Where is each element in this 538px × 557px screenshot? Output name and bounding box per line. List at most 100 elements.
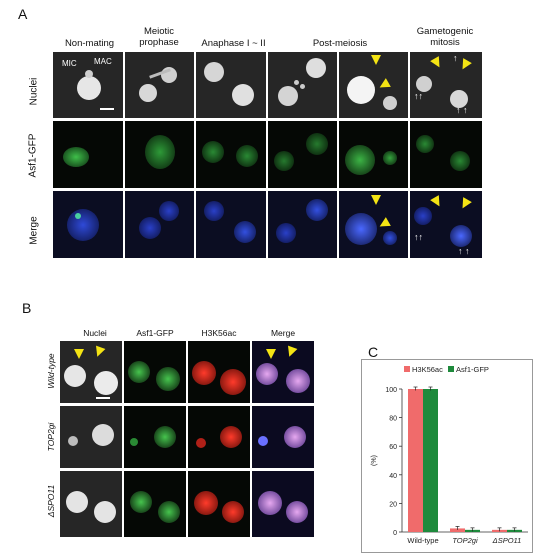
nucleus xyxy=(232,84,254,106)
y-tick-label: 20 xyxy=(389,501,397,508)
b-column-header-asf1-gfp: Asf1-GFP xyxy=(136,328,174,338)
gfp-signal xyxy=(274,151,294,171)
mac-label: MAC xyxy=(94,57,112,66)
merge-nucleus xyxy=(383,231,397,245)
gfp-signal xyxy=(416,135,434,153)
a-nuclei-non-mating: MIC MAC xyxy=(53,52,123,118)
white-arrow-icon: ↑ ↑ xyxy=(456,105,468,115)
scale-bar xyxy=(96,397,110,399)
nucleus xyxy=(306,58,326,78)
micronucleus xyxy=(294,80,299,85)
b-top2gi-merge xyxy=(252,406,314,468)
merge-nucleus xyxy=(345,213,377,245)
gfp-signal xyxy=(145,135,175,169)
nucleus xyxy=(450,90,468,108)
legend-swatch-asf1-gfp xyxy=(448,366,454,372)
a-gfp-gametogenic xyxy=(410,121,482,188)
nucleus xyxy=(347,76,375,104)
b-wt-h3k56ac xyxy=(188,341,250,403)
h3k56ac-signal xyxy=(220,369,246,395)
column-header-non-mating: Non-mating xyxy=(64,38,115,49)
merge-nucleus xyxy=(414,207,432,225)
y-tick-label: 80 xyxy=(389,416,397,423)
gfp-signal xyxy=(128,361,150,383)
a-merge-gametogenic: ↑↑ ↑ ↑ xyxy=(410,191,482,258)
legend-swatch-h3k56ac xyxy=(404,366,410,372)
merge-nucleus xyxy=(204,201,224,221)
gfp-signal xyxy=(345,145,375,175)
nucleus xyxy=(416,76,432,92)
white-arrow-icon: ↑↑ xyxy=(414,232,423,242)
a-nuclei-gametogenic: ↑ ↑↑ ↑ ↑ xyxy=(410,52,482,118)
x-tick-label: ΔSPO11 xyxy=(492,536,522,545)
a-gfp-non-mating xyxy=(53,121,123,188)
bar-h3k56ac xyxy=(408,389,423,532)
gfp-signal xyxy=(156,367,180,391)
nucleus xyxy=(383,96,397,110)
yellow-arrowhead-icon xyxy=(74,349,84,359)
b-dspo11-h3k56ac xyxy=(188,471,250,537)
micronucleus xyxy=(300,84,305,89)
a-merge-anaphase xyxy=(196,191,266,258)
y-axis-label: (%) xyxy=(371,455,378,466)
b-top2gi-gfp xyxy=(124,406,186,468)
gfp-signal xyxy=(236,145,258,167)
column-header-anaphase: Anaphase I ~ II xyxy=(201,38,266,49)
white-arrow-icon: ↑ xyxy=(453,53,458,63)
chart-frame xyxy=(361,359,533,553)
merge-nucleus xyxy=(159,201,179,221)
gfp-spot xyxy=(75,213,81,219)
x-tick-label: Wild-type xyxy=(407,536,438,545)
a-gfp-post-meiosis-1 xyxy=(268,121,337,188)
bar-asf1-gfp xyxy=(423,389,438,532)
h3k56ac-signal xyxy=(192,361,216,385)
panel-b-label: B xyxy=(22,300,32,316)
mic-nucleus xyxy=(85,70,93,78)
b-top2gi-h3k56ac xyxy=(188,406,250,468)
h3k56ac-signal xyxy=(222,501,244,523)
gfp-signal xyxy=(154,426,176,448)
merge-signal xyxy=(256,363,278,385)
legend-label: H3K56ac xyxy=(412,365,443,374)
column-header-meiotic-prophase: Meiotic prophase xyxy=(124,26,194,48)
nucleus xyxy=(64,365,86,387)
panel-c-label: C xyxy=(368,344,379,360)
gfp-signal xyxy=(202,141,224,163)
merge-nucleus xyxy=(139,217,161,239)
a-merge-post-meiosis-1 xyxy=(268,191,337,258)
column-header-meiotic-prophase-text: Meiotic prophase xyxy=(139,26,179,48)
merge-nucleus xyxy=(67,209,99,241)
column-header-gametogenic-mitosis: Gametogenic mitosis xyxy=(406,26,484,48)
a-merge-non-mating xyxy=(53,191,123,258)
b-wt-merge xyxy=(252,341,314,403)
merge-signal xyxy=(284,426,306,448)
y-tick-label: 60 xyxy=(389,444,397,451)
a-nuclei-post-meiosis-1 xyxy=(268,52,337,118)
nucleus xyxy=(94,501,116,523)
gfp-signal xyxy=(306,133,328,155)
merge-nucleus xyxy=(450,225,472,247)
bar-h3k56ac xyxy=(450,528,465,532)
h3k56ac-signal xyxy=(196,438,206,448)
mac-nucleus xyxy=(77,76,101,100)
a-gfp-post-meiosis-2 xyxy=(339,121,408,188)
column-header-gametogenic-mitosis-text: Gametogenic mitosis xyxy=(416,26,474,48)
nucleus xyxy=(66,491,88,513)
yellow-arrowhead-icon xyxy=(371,55,381,65)
x-tick-label: TOP2gi xyxy=(452,536,478,545)
gfp-signal xyxy=(450,151,470,171)
white-arrow-icon: ↑ ↑ xyxy=(458,246,470,256)
merge-nucleus xyxy=(276,223,296,243)
nucleus xyxy=(204,62,224,82)
b-column-header-h3k56ac: H3K56ac xyxy=(201,328,237,338)
y-tick-label: 0 xyxy=(393,530,397,537)
b-dspo11-gfp xyxy=(124,471,186,537)
legend-label: Asf1-GFP xyxy=(456,365,489,374)
b-column-header-merge: Merge xyxy=(270,328,296,338)
merge-nucleus xyxy=(234,221,256,243)
a-merge-post-meiosis-2 xyxy=(339,191,408,258)
b-wt-nuclei xyxy=(60,341,122,403)
mic-label: MIC xyxy=(62,59,77,68)
a-gfp-anaphase xyxy=(196,121,266,188)
